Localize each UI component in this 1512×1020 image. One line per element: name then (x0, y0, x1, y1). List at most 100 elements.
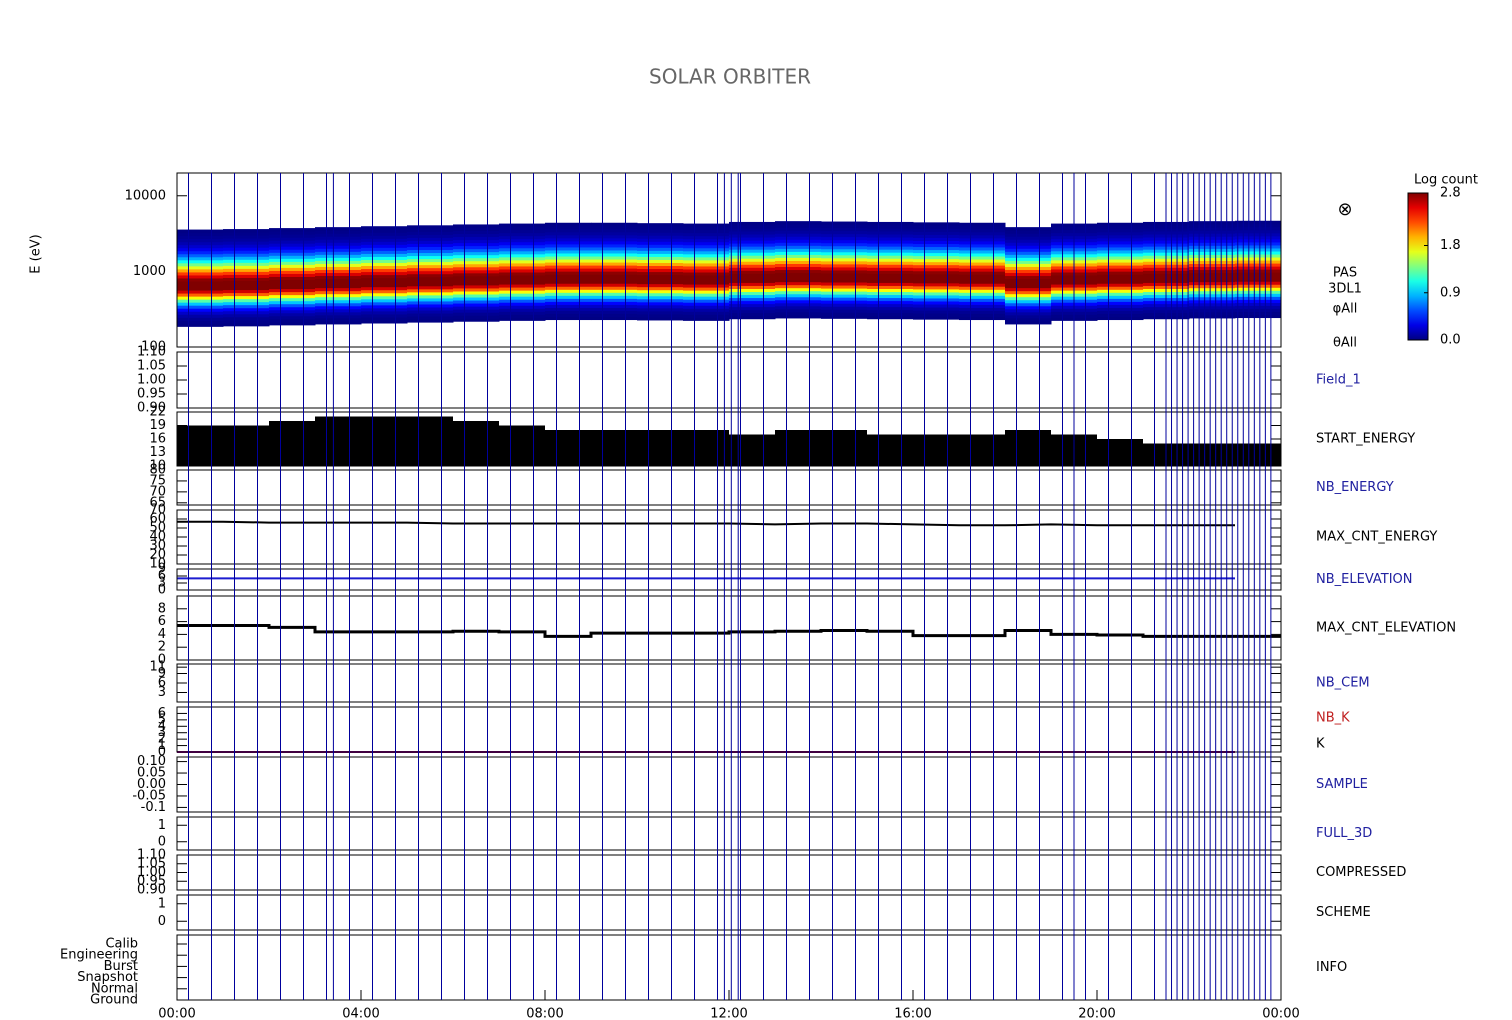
heat-cell (499, 308, 546, 312)
heat-cell (1097, 307, 1144, 311)
heat-cell (591, 271, 638, 275)
panel-label: K (1316, 737, 1325, 752)
heat-cell (499, 244, 546, 249)
heat-cell (1235, 299, 1282, 303)
heat-cell (867, 221, 914, 226)
heat-cell (683, 317, 730, 321)
panel-frame (176, 595, 1282, 661)
heat-cell (913, 304, 960, 308)
heat-cell (867, 291, 914, 296)
heat-cell (729, 255, 776, 259)
heat-cell (637, 223, 684, 227)
heat-cell (775, 227, 822, 231)
heat-cell (683, 305, 730, 309)
heat-cell (683, 293, 730, 297)
heat-cell (729, 252, 776, 256)
heat-cell (1097, 286, 1144, 290)
heat-cell (959, 222, 1006, 227)
heat-cell (637, 316, 684, 321)
heat-cell (1097, 231, 1144, 236)
heat-cell (591, 316, 638, 321)
y-tick-label: 70 (149, 484, 166, 499)
heat-cell (913, 282, 960, 287)
heat-cell (407, 319, 454, 323)
category-label: Snapshot (77, 970, 138, 985)
heat-cell (591, 289, 638, 293)
heat-cell (867, 258, 914, 262)
heat-cell (775, 305, 822, 310)
heat-cell (453, 306, 500, 310)
y-tick-label: 3 (158, 685, 166, 700)
heat-cell (775, 221, 822, 225)
heat-cell (867, 306, 914, 311)
heat-cell (821, 251, 868, 256)
heat-cell (1189, 299, 1236, 304)
heat-cell (959, 249, 1006, 254)
heat-cell (407, 270, 454, 275)
heat-cell (499, 290, 546, 294)
heat-cell (223, 262, 270, 266)
heat-cell (269, 270, 316, 274)
bar (1097, 439, 1143, 466)
heat-cell (315, 263, 362, 267)
heat-cell (1097, 292, 1144, 296)
y-tick-label: 60 (149, 512, 166, 527)
y-tick-label: 70 (149, 503, 166, 518)
heat-cell (315, 245, 362, 249)
heat-cell (407, 285, 454, 290)
y-tick-label: 6 (158, 706, 166, 721)
heat-cell (453, 309, 500, 313)
heat-cell (775, 230, 822, 234)
heat-cell (177, 277, 224, 282)
heat-cell (821, 306, 868, 310)
heat-cell (545, 243, 592, 248)
heat-cell (1097, 222, 1144, 227)
heat-cell (637, 280, 684, 285)
heat-cell (591, 256, 638, 260)
heat-cell (269, 237, 316, 241)
heat-cell (683, 287, 730, 291)
y-tick-label: 0 (158, 653, 166, 668)
heat-cell (591, 313, 638, 318)
heat-cell (1097, 249, 1144, 254)
heat-cell (223, 286, 270, 291)
heat-cell (1005, 266, 1052, 270)
heat-cell (545, 313, 592, 318)
heat-cell (821, 236, 868, 241)
heat-cell (821, 260, 868, 265)
panel-frame (176, 568, 1282, 591)
heat-cell (315, 308, 362, 313)
heat-cell (683, 238, 730, 243)
heat-cell (1005, 254, 1052, 258)
heat-cell (223, 298, 270, 303)
heat-cell (913, 300, 960, 305)
heat-cell (545, 295, 592, 299)
heat-cell (729, 270, 776, 274)
bar (867, 434, 913, 466)
panel-label: MAX_CNT_ELEVATION (1316, 621, 1456, 636)
heat-cell (821, 288, 868, 292)
heat-cell (1097, 271, 1144, 275)
heat-cell (1189, 272, 1236, 277)
heat-cell (913, 246, 960, 251)
heat-cell (223, 289, 270, 294)
heat-cell (315, 239, 362, 243)
heat-cell (913, 279, 960, 284)
panel-label: FULL_3D (1316, 826, 1372, 841)
bar (959, 434, 1005, 466)
heat-cell (315, 254, 362, 258)
heat-cell (591, 298, 638, 302)
heat-cell (223, 265, 270, 269)
heat-cell (407, 303, 454, 308)
heat-cell (683, 259, 730, 264)
heat-cell (821, 285, 868, 289)
heat-cell (729, 276, 776, 280)
heat-cell (867, 264, 914, 268)
heat-cell (361, 265, 408, 270)
y-tick-label: 6 (158, 569, 166, 584)
heat-cell (1235, 220, 1282, 225)
heat-cell (867, 279, 914, 283)
heat-cell (315, 266, 362, 270)
heat-cell (867, 240, 914, 244)
heat-cell (591, 237, 638, 242)
